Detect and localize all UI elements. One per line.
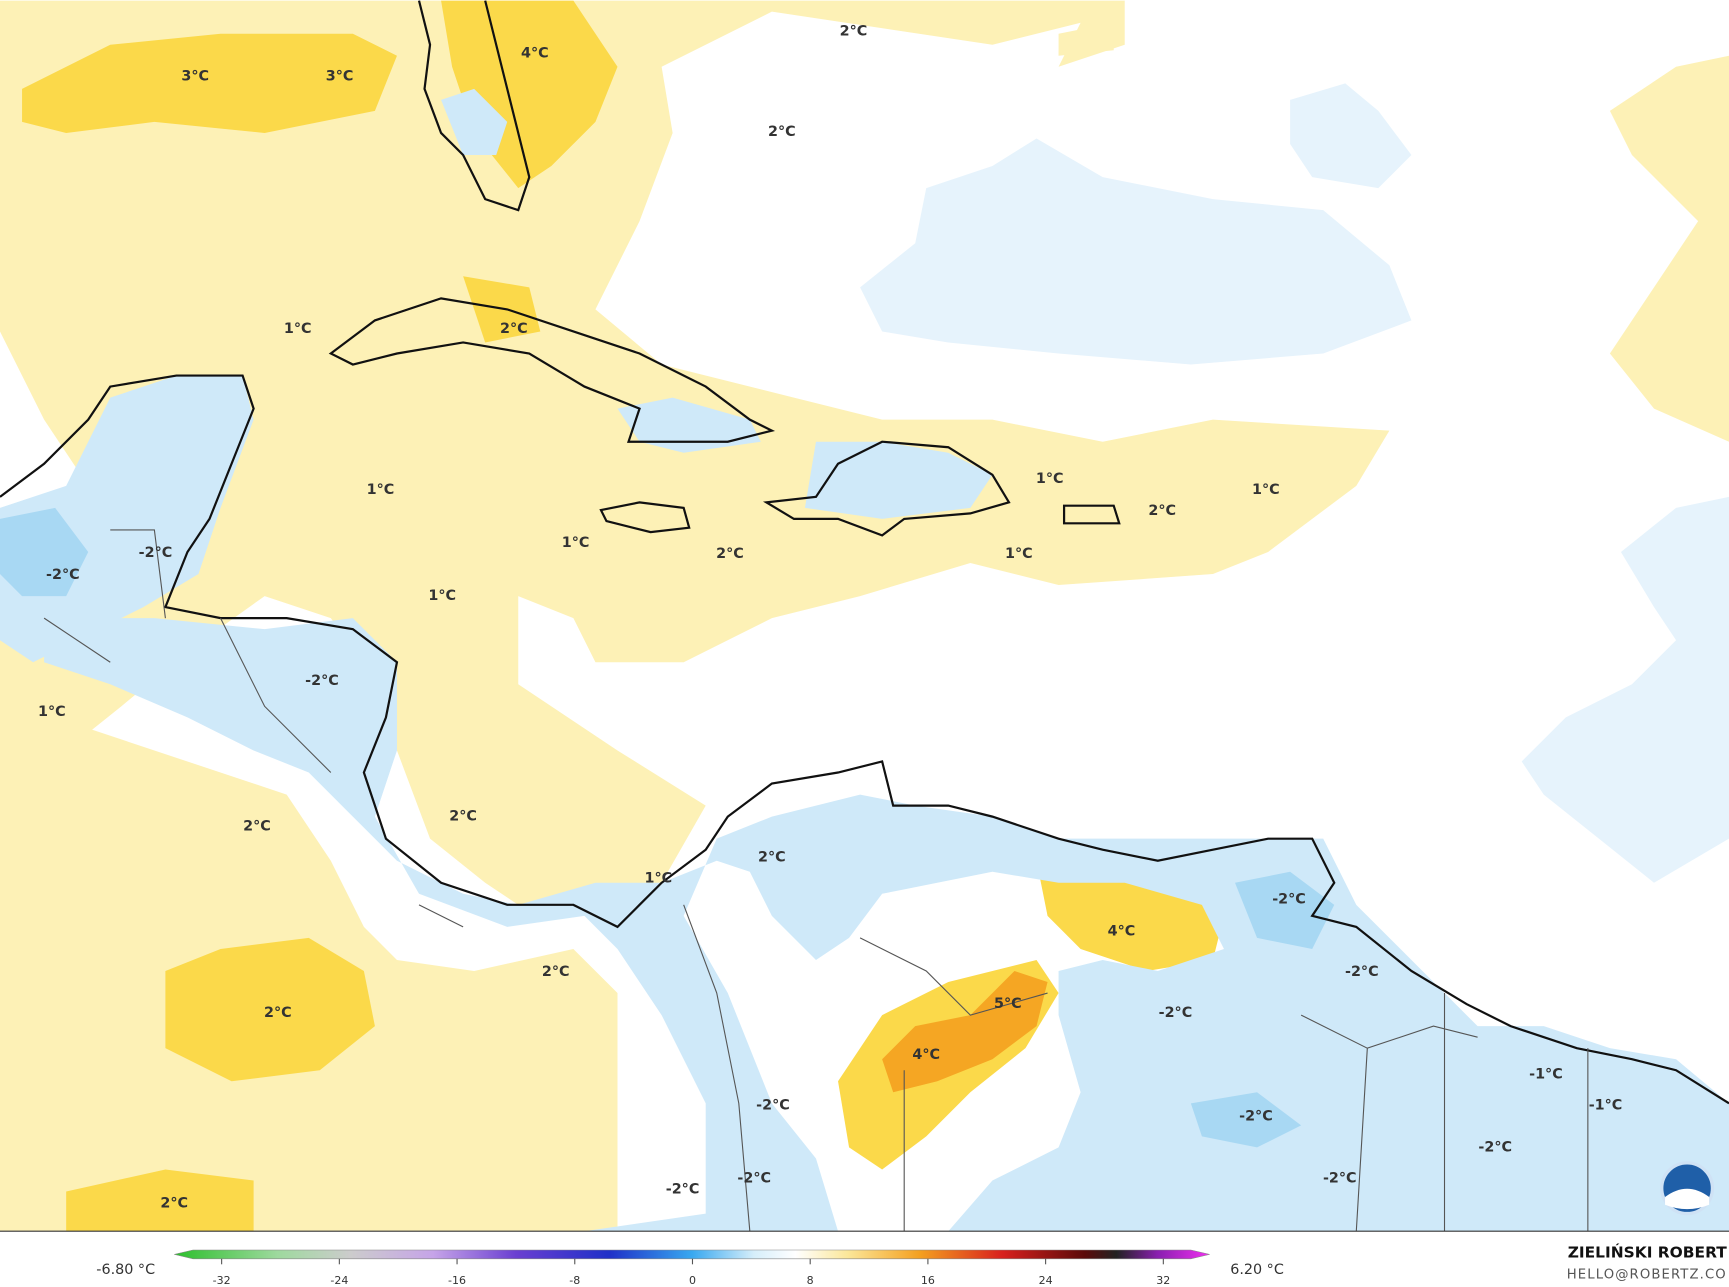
contour-label: 1°C — [428, 588, 456, 604]
colorbar-tick-label: -16 — [448, 1274, 466, 1287]
contour-label: 1°C — [367, 482, 395, 498]
contour-label: -1°C — [1589, 1098, 1623, 1114]
colorbar-max: 6.20 °C — [1230, 1262, 1284, 1278]
colorbar-tick-label: 0 — [689, 1274, 696, 1287]
contour-label: 2°C — [264, 1005, 292, 1021]
colorbar — [174, 1249, 1210, 1260]
colorbar-tick-label: 24 — [1039, 1274, 1053, 1287]
contour-label: 2°C — [716, 546, 744, 562]
contour-label: -2°C — [1272, 891, 1306, 907]
credit-name: ZIELIŃSKI ROBERT — [1568, 1243, 1728, 1262]
contour-label: 4°C — [521, 46, 549, 62]
contour-label: -2°C — [756, 1098, 790, 1114]
coastlines — [0, 0, 1729, 1232]
colorbar-min: -6.80 °C — [96, 1262, 155, 1278]
contour-label: -2°C — [1345, 964, 1379, 980]
contour-label: 1°C — [562, 535, 590, 551]
contour-label: 2°C — [1148, 503, 1176, 519]
contour-labels: 3°C 3°C 4°C 2°C 2°C 1°C 2°C 1°C -2°C -2°C 1°C 2°C 1°… — [38, 24, 1622, 1212]
colorbar-tick-label: 8 — [807, 1274, 814, 1287]
contour-label: 1°C — [1005, 546, 1033, 562]
contour-label: -2°C — [46, 567, 80, 583]
contour-label: 2°C — [542, 964, 570, 980]
noaa-logo — [1660, 1161, 1715, 1216]
colorbar-tick-label: -8 — [569, 1274, 580, 1287]
contour-label: 2°C — [500, 321, 528, 337]
contour-label: 1°C — [644, 870, 672, 886]
contour-label: 4°C — [1108, 923, 1136, 939]
contour-label: -1°C — [1529, 1067, 1563, 1083]
contour-label: 2°C — [840, 24, 868, 40]
contour-label: 4°C — [912, 1047, 940, 1063]
contour-label: 2°C — [243, 819, 271, 835]
contour-label: 2°C — [768, 124, 796, 140]
credit-contact: HELLO@ROBERTZ.CO — [1567, 1268, 1727, 1283]
contour-label: -2°C — [1323, 1170, 1357, 1186]
contour-label: 5°C — [994, 996, 1022, 1012]
contour-label: 2°C — [758, 849, 786, 865]
contour-label: 2°C — [160, 1196, 188, 1212]
colorbar-tick-label: -24 — [330, 1274, 348, 1287]
contour-label: 3°C — [181, 69, 209, 85]
colorbar-tick-label: 32 — [1156, 1274, 1170, 1287]
contour-label: -2°C — [1478, 1139, 1512, 1155]
contour-label: -2°C — [737, 1170, 771, 1186]
contour-label: 1°C — [38, 704, 66, 720]
contour-label: 2°C — [449, 809, 477, 825]
contour-label: 1°C — [1036, 471, 1064, 487]
contour-label: -2°C — [1159, 1005, 1193, 1021]
colorbar-tick-label: 16 — [921, 1274, 935, 1287]
contour-label: 1°C — [284, 321, 312, 337]
map-field — [0, 0, 1729, 1232]
contour-label: -2°C — [666, 1181, 700, 1197]
colorbar-tick-label: -32 — [213, 1274, 231, 1287]
contour-label: 3°C — [326, 69, 354, 85]
contour-label: -2°C — [139, 545, 173, 561]
contour-label: -2°C — [1239, 1109, 1273, 1125]
colorbar-ticks: -32 -24 -16 -8 0 8 16 24 32 — [213, 1258, 1170, 1287]
contour-label: -2°C — [305, 673, 339, 689]
contour-label: 1°C — [1252, 482, 1280, 498]
